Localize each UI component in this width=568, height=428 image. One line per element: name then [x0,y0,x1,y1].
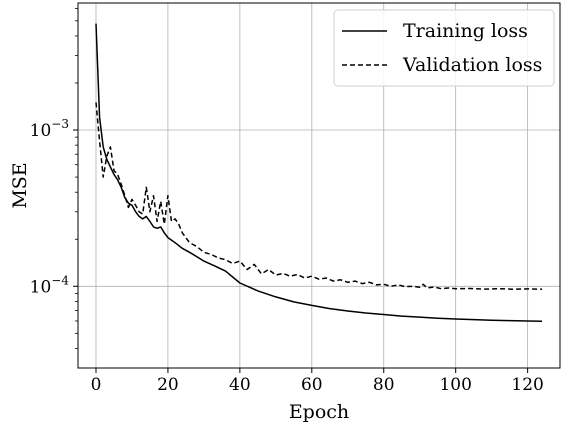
legend-label-training: Training loss [403,20,528,42]
x-tick-label: 80 [373,375,395,395]
x-tick-label: 40 [229,375,251,395]
y-tick-label-base: 10 [30,121,52,141]
y-axis: 10−310−4 [30,8,78,349]
y-tick-label: 10−4 [30,273,70,297]
y-axis-title: MSE [9,162,31,208]
x-axis: 0 20 40 60 80 100 120 [91,368,544,395]
legend: Training loss Validation loss [333,9,555,87]
plot-frame [77,2,561,369]
x-tick-label: 60 [301,375,323,395]
x-tick-label: 0 [91,375,102,395]
y-tick-label-exponent: −3 [51,117,69,131]
x-tick-label: 120 [511,375,543,395]
y-tick-label-base: 10 [30,277,52,297]
x-tick-label: 20 [157,375,179,395]
series-line-validation [95,102,543,290]
x-tick-label: 100 [439,375,471,395]
series-layer [95,23,543,322]
y-tick-label-exponent: −4 [51,273,69,287]
legend-label-validation: Validation loss [402,54,542,76]
y-tick-label: 10−3 [30,117,69,141]
legend-box [333,9,555,87]
x-axis-title: Epoch [289,401,349,423]
